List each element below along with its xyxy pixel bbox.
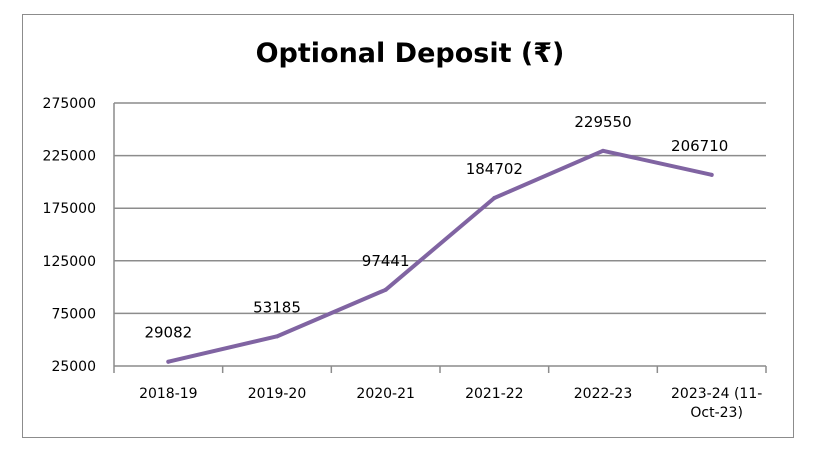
x-tick-label: Oct-23) — [690, 405, 743, 421]
data-point — [492, 195, 497, 200]
y-tick-label: 125000 — [43, 254, 96, 270]
y-tick-label: 225000 — [43, 149, 96, 165]
x-tick-label: 2021-22 — [465, 386, 524, 402]
data-label: 53185 — [253, 298, 301, 316]
data-label: 229550 — [574, 113, 631, 131]
data-label: 206710 — [671, 137, 728, 155]
chart-title: Optional Deposit (₹) — [255, 38, 565, 69]
x-tick-label: 2020-21 — [356, 386, 415, 402]
data-point — [166, 359, 171, 364]
data-label: 184702 — [466, 160, 523, 178]
data-label: 29082 — [144, 324, 192, 342]
y-tick-label: 175000 — [43, 201, 96, 217]
x-tick-label: 2019-20 — [248, 386, 307, 402]
x-tick-label: 2023-24 (11- — [671, 386, 762, 402]
data-point — [709, 172, 714, 177]
x-tick-label: 2022-23 — [574, 386, 633, 402]
data-point — [383, 287, 388, 292]
data-label: 97441 — [362, 252, 410, 270]
series-line — [166, 148, 714, 364]
y-tick-label: 275000 — [43, 96, 96, 112]
y-tick-label: 75000 — [51, 306, 96, 322]
data-point — [275, 334, 279, 339]
y-tick-label: 25000 — [51, 359, 96, 375]
x-tick-label: 2018-19 — [139, 386, 198, 402]
data-point — [601, 148, 605, 153]
chart-frame — [22, 14, 794, 438]
